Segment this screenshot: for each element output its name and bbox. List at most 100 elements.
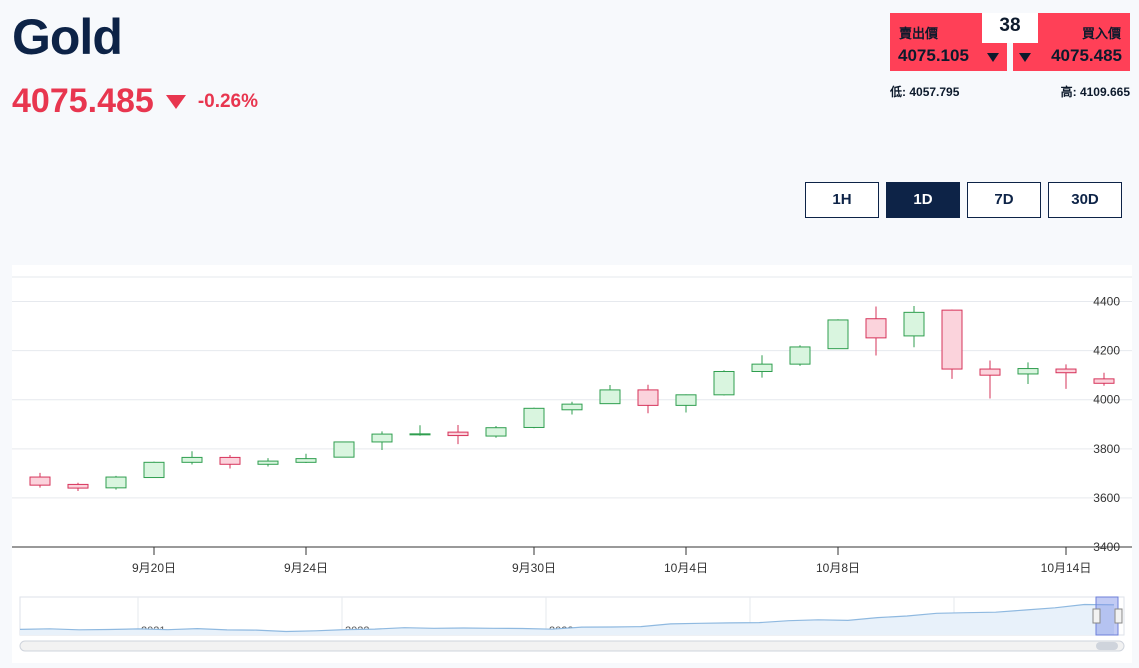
candle-body [105,476,127,489]
candle [1017,362,1039,385]
sell-label: 賣出價 [899,26,939,41]
asset-title: Gold [12,9,123,65]
candle [941,309,963,379]
candle-body [67,483,89,489]
candle-body [979,368,1001,376]
x-tick-label: 9月20日 [132,561,176,575]
candle-body [29,476,51,486]
candle-body [675,394,697,406]
navigator-area [20,604,1114,635]
candle [1055,364,1077,389]
x-tick-label: 9月24日 [284,561,328,575]
current-price: 4075.485 [12,82,154,120]
candle [789,345,811,366]
candle [865,306,887,356]
y-tick-label: 4000 [1093,393,1120,407]
candle-body [371,433,393,443]
candle-body [333,441,355,458]
tab-7d[interactable]: 7D [967,182,1041,218]
buy-label: 買入價 [1081,26,1121,41]
candle [67,482,89,492]
candle-body [561,403,583,411]
candle [295,453,317,464]
candle-body [181,456,203,463]
scrollbar-thumb[interactable] [1096,642,1118,650]
low-price: 低: 4057.795 [890,83,959,100]
candle [447,425,469,445]
candle-body [447,431,469,437]
candle-body [1055,368,1077,374]
candle-body [143,461,165,479]
candle-body [1017,368,1039,375]
candle [143,461,165,479]
buy-value: 4075.485 [1051,46,1122,65]
sell-value: 4075.105 [898,46,969,65]
scrollbar-track[interactable] [19,640,1125,652]
candle-body [865,318,887,339]
quote-panel: 賣出價 4075.105 買入價 4075.485 38 [890,13,1130,71]
candle [29,472,51,488]
x-tick-label: 10月14日 [1041,561,1092,575]
chart-panel: 3400 3600 3800 4000 4200 4400 9月20日 9月24日 9月30日… [12,265,1132,663]
candle [599,385,621,405]
candle-body [1093,378,1115,384]
candle-body [941,309,963,370]
navigator[interactable]: 20212022202320242025 [19,596,1125,652]
candle [903,305,925,348]
candle [751,355,773,378]
candle [371,431,393,451]
candle-body [409,433,431,436]
candle-body [903,311,925,337]
candle [105,475,127,490]
candle [675,394,697,413]
navigator-line [19,603,1115,633]
candle-body [637,389,659,406]
candle [333,441,355,458]
y-tick-label: 4400 [1093,295,1120,309]
candle [181,451,203,465]
x-tick-label: 10月8日 [816,561,860,575]
candle-body [751,363,773,372]
candle-body [789,346,811,365]
x-tick-label: 9月30日 [512,561,556,575]
candle-body [827,319,849,350]
spread-value: 38 [982,13,1038,43]
x-axis: 9月20日9月24日9月30日10月4日10月8日10月14日10月18日10月… [12,546,1132,575]
candle-body [523,407,545,428]
down-arrow-icon [165,94,186,109]
low-value: 4057.795 [909,85,960,99]
tab-1h[interactable]: 1H [805,182,879,218]
candle [485,425,507,438]
candle [713,370,735,396]
navigator-handle[interactable] [1092,608,1101,624]
candle [637,384,659,414]
price-row: 4075.485 -0.26% [12,82,258,121]
tab-1d[interactable]: 1D [886,182,960,218]
candle [257,458,279,467]
x-tick-label: 10月4日 [664,561,708,575]
tab-30d[interactable]: 30D [1048,182,1122,218]
candle [219,454,241,469]
candle [409,425,431,436]
candle-body [713,371,735,396]
candle-body [599,389,621,405]
candle [1093,372,1115,386]
buy-down-arrow-icon [1019,53,1031,62]
buy-button[interactable]: 買入價 4075.485 [1013,13,1130,71]
high-value: 4109.665 [1079,85,1130,99]
y-tick-label: 3600 [1093,491,1120,505]
low-label: 低: [890,85,906,99]
candle-body [257,460,279,465]
candle [979,360,1001,399]
candle [523,407,545,429]
y-tick-label: 3800 [1093,442,1120,456]
candle-body [295,458,317,463]
price-change: -0.26% [197,90,259,112]
candles [29,305,1115,492]
navigator-handle[interactable] [1114,608,1123,624]
candle-body [219,456,241,465]
candle [561,401,583,415]
candle [827,319,849,350]
